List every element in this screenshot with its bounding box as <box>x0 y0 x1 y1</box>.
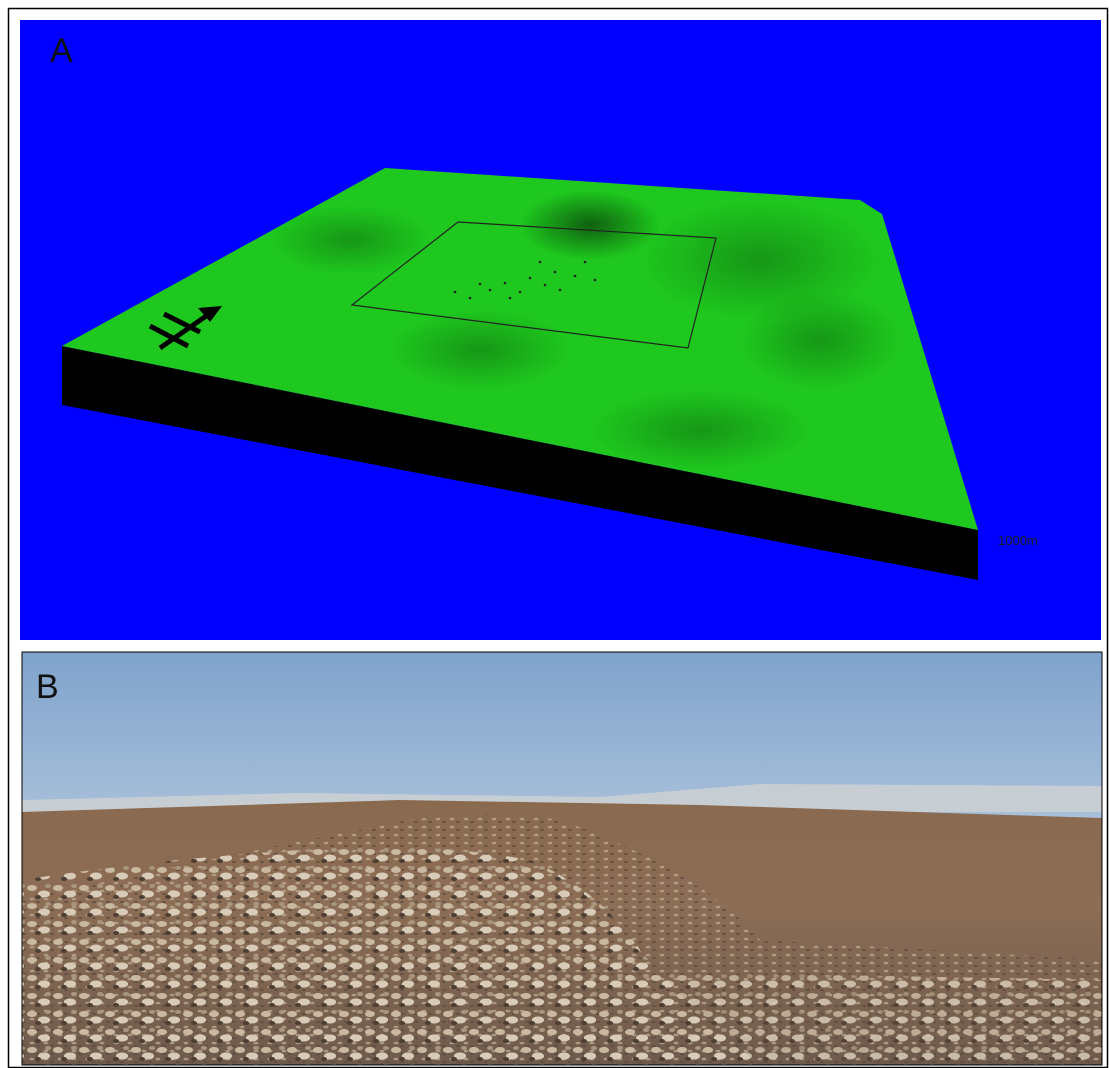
scale-label: 1000m <box>998 533 1038 548</box>
panel-label: B <box>36 668 59 706</box>
panel-label: A <box>50 32 73 70</box>
figure: A 1000m B <box>0 0 1109 1068</box>
panel-b: B <box>22 652 1102 1065</box>
panel-a: A 1000m <box>20 20 1101 640</box>
